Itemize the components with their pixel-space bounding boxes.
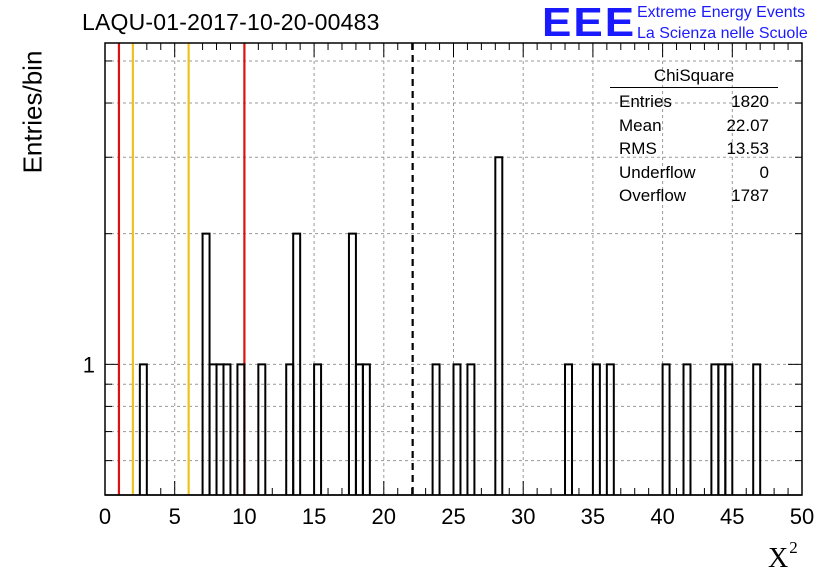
- x-tick-label: 10: [232, 504, 256, 529]
- stats-box-title: ChiSquare: [610, 66, 778, 88]
- histogram-bin: [682, 363, 692, 495]
- stats-row: RMS 13.53: [619, 139, 769, 158]
- x-tick-label: 40: [650, 504, 674, 529]
- x-tick-label: 25: [441, 504, 465, 529]
- histogram-bin: [605, 363, 615, 495]
- histogram-bin: [236, 363, 246, 495]
- histogram-bin: [222, 363, 232, 495]
- histogram-bin: [591, 363, 601, 495]
- histogram-bin: [431, 363, 441, 495]
- histogram-bin: [724, 363, 734, 495]
- x-axis-label: X2: [768, 538, 798, 574]
- stats-row: Underflow 0: [619, 162, 769, 182]
- histogram-bin: [313, 363, 323, 495]
- x-tick-label: 30: [511, 504, 535, 529]
- logo-line-1: Extreme Energy Events: [637, 4, 806, 21]
- histogram-bin: [494, 156, 504, 495]
- histogram-bin: [361, 363, 371, 495]
- histogram-bin: [661, 363, 671, 495]
- histogram-bin: [452, 363, 462, 495]
- histogram-bin: [257, 363, 267, 495]
- y-axis-label: Entries/bin: [17, 50, 48, 174]
- histogram-bin: [138, 363, 148, 495]
- stats-row: Mean 22.07: [619, 115, 769, 135]
- stats-box: ChiSquare Entries 1820 Mean 22.07 RMS 13.53…: [610, 66, 778, 208]
- histogram-bin: [292, 232, 302, 495]
- x-tick-label: 50: [790, 504, 814, 529]
- chart-title: LAQU-01-2017-10-20-00483: [82, 9, 380, 35]
- histogram-bin: [564, 363, 573, 495]
- plot-frame: [104, 42, 803, 496]
- eee-logo: EEE: [542, 0, 637, 46]
- stats-row: Entries 1820: [619, 92, 769, 111]
- logo-line-2: La Scienza nelle Scuole: [637, 25, 808, 42]
- x-tick-label: 0: [99, 504, 111, 529]
- histogram-bin: [752, 363, 762, 495]
- x-tick-label: 45: [720, 504, 744, 529]
- y-tick-label: 1: [83, 352, 95, 377]
- x-tick-label: 15: [302, 504, 326, 529]
- stats-row: Overflow 1787: [619, 186, 769, 205]
- x-tick-label: 20: [372, 504, 396, 529]
- x-tick-label: 5: [169, 504, 181, 529]
- histogram-bin: [466, 363, 476, 495]
- x-tick-label: 35: [581, 504, 605, 529]
